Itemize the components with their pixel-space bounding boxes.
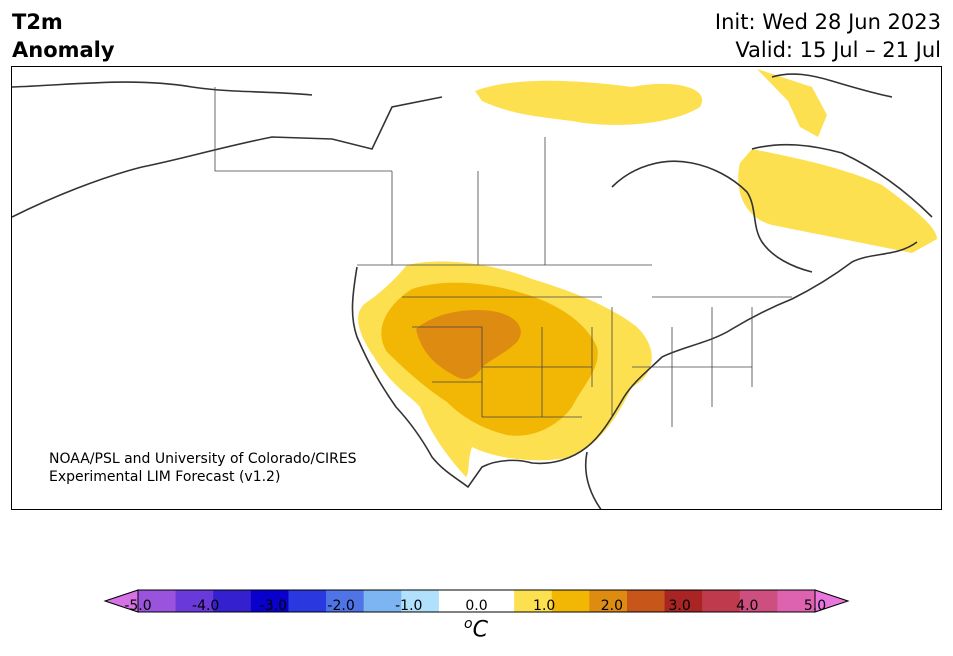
colorbar-cell [702,590,741,612]
anomaly-region-arctic [475,80,703,125]
colorbar-tick-label: -1.0 [395,598,423,614]
colorbar-cell [476,590,515,612]
colorbar-cell [626,590,666,612]
map-title: T2m Anomaly [12,8,115,64]
colorbar-cell [551,590,590,612]
colorbar-tick-label: 0.0 [465,598,488,614]
colorbar-tick-label: -4.0 [192,598,220,614]
colorbar-cell [438,590,477,612]
colorbar-cell [326,590,365,612]
colorbar-cell [288,590,327,612]
colorbar-cells [138,590,816,612]
colorbar-tick-label: 3.0 [668,598,691,614]
anomaly-region-greenland-strait [757,69,827,137]
colorbar-tick-label: -3.0 [259,598,288,614]
colorbar-cell [250,590,289,612]
colorbar-cell [138,590,177,612]
valid-range: Valid: 15 Jul – 21 Jul [735,38,941,62]
anomaly-region-quebec-labrador [738,149,937,253]
unit-superscript: o [464,616,473,632]
colorbar-cell [213,590,252,612]
title-line-1: T2m [12,10,63,34]
attribution-line-1: NOAA/PSL and University of Colorado/CIRE… [49,451,357,467]
attribution: NOAA/PSL and University of Colorado/CIRE… [49,450,357,486]
title-line-2: Anomaly [12,38,115,62]
colorbar-frame [137,589,816,613]
colorbar-tick-label: -5.0 [124,598,152,614]
forecast-dates: Init: Wed 28 Jun 2023 Valid: 15 Jul – 21… [715,8,941,64]
map-panel [11,66,942,510]
colorbar-tick-label: 2.0 [600,598,624,614]
colorbar-cell [401,590,440,612]
anomaly-map [12,69,937,509]
attribution-line-2: Experimental LIM Forecast (v1.2) [49,469,281,485]
colorbar-cell [777,590,816,612]
colorbar-cell [739,590,778,612]
colorbar-cell [175,590,214,612]
colorbar-tick-label: 4.0 [736,598,759,614]
colorbar-tick-label: 5.0 [803,598,827,614]
admin-borders [214,87,792,427]
colorbar-cell [664,590,703,612]
colorbar-cell [589,590,628,612]
unit-base: C [472,617,488,643]
colorbar-unit: oC [464,616,488,642]
colorbar-tick-label: 1.0 [533,598,556,614]
init-date: Init: Wed 28 Jun 2023 [714,10,941,34]
colorbar-cell [514,590,553,612]
colorbar [103,589,850,613]
colorbar-tick-label: -2.0 [327,598,355,614]
colorbar-cell [363,590,402,612]
